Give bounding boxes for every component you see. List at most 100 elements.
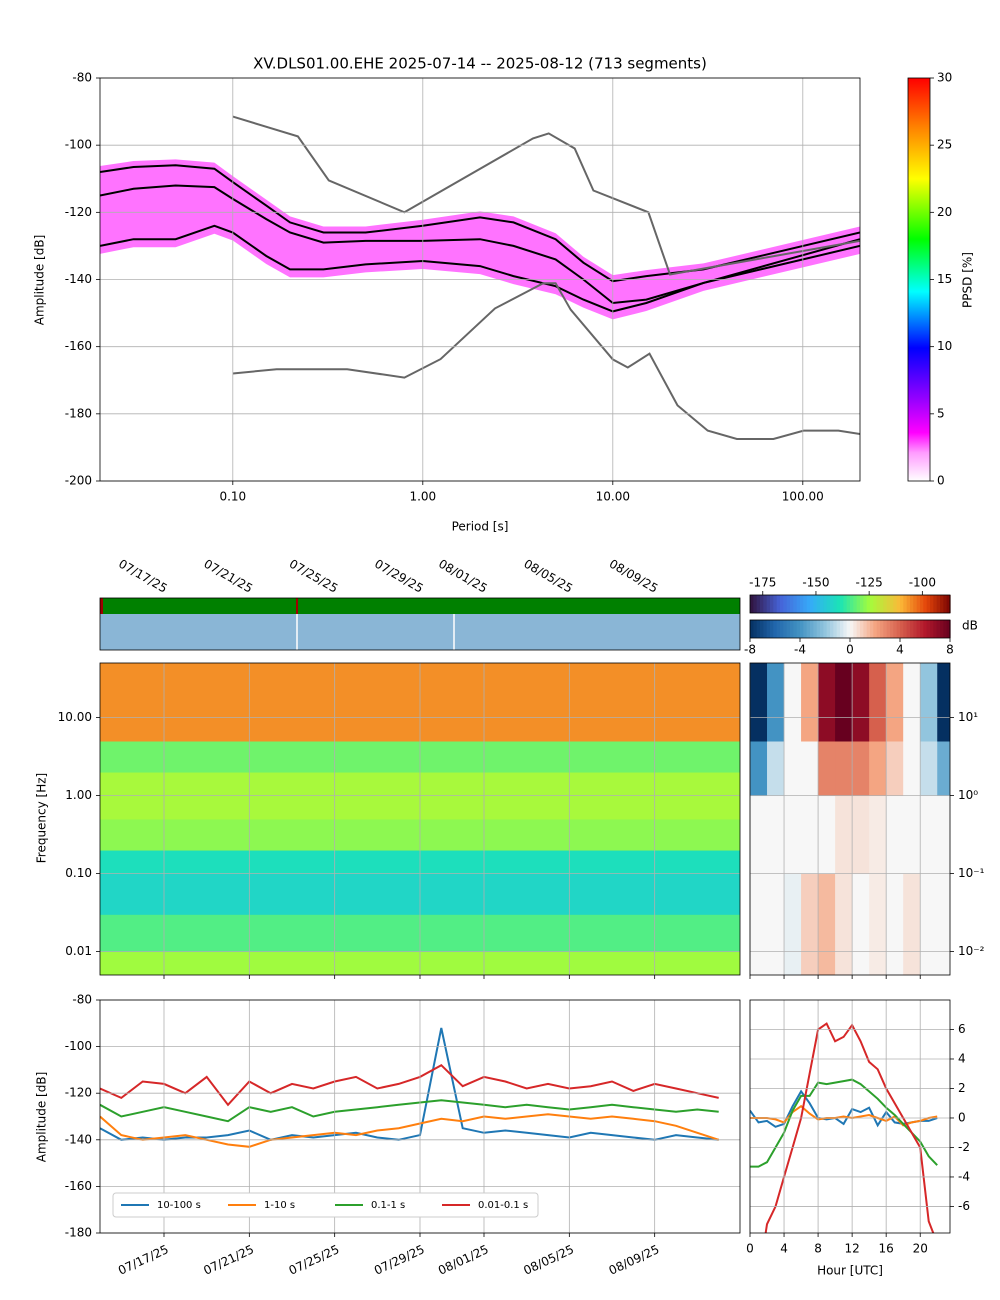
series-line — [232, 282, 860, 440]
colorbar-step — [880, 595, 884, 613]
plot-area — [100, 115, 860, 440]
colorbar-step — [830, 620, 834, 638]
y-tick-label: 1.00 — [65, 788, 92, 802]
y-tick-label: -180 — [65, 406, 92, 420]
colorbar — [908, 78, 930, 481]
series-line — [100, 224, 860, 313]
colorbar-step — [800, 595, 804, 613]
colorbar-step — [810, 595, 814, 613]
colorbar-step — [896, 595, 901, 613]
heatmap-cell — [835, 741, 853, 797]
heatmap-cell — [852, 741, 870, 797]
strip-date-label: 07/25/25 — [287, 557, 341, 596]
heatmap-cell — [852, 795, 870, 875]
colorbar-step — [853, 595, 858, 613]
colorbar-tick-label: 5 — [937, 406, 945, 420]
colorbar-step — [780, 595, 784, 613]
colorbar-step — [863, 620, 868, 638]
y-tick-label: -4 — [958, 1169, 970, 1183]
colorbar-step — [830, 595, 834, 613]
series-line — [100, 164, 860, 283]
colorbar-tick-label: 4 — [896, 643, 904, 657]
x-tick-label: 4 — [780, 1242, 788, 1256]
heatmap-cell — [767, 795, 785, 875]
x-tick-label: 08/01/25 — [436, 1242, 491, 1277]
y-tick-label: -6 — [958, 1199, 970, 1213]
colorbar-step — [913, 620, 918, 638]
heatmap-cell — [750, 663, 768, 742]
colorbar-step — [916, 595, 921, 613]
colorbar-step — [810, 620, 814, 638]
gap-marker — [296, 598, 298, 614]
series-line — [100, 1063, 719, 1107]
colorbar-step — [776, 595, 781, 613]
heatmap-cell — [801, 741, 819, 797]
colorbar-step — [853, 620, 858, 638]
heatmap-cell — [937, 741, 950, 797]
coverage-bar — [100, 614, 740, 650]
colorbar-step — [930, 595, 934, 613]
colorbar-step — [820, 595, 824, 613]
colorbar-step — [833, 595, 838, 613]
colorbar-step — [876, 595, 881, 613]
y-tick-label: -160 — [65, 1179, 92, 1193]
colorbar-step — [866, 595, 871, 613]
colorbar-step — [756, 595, 761, 613]
heatmap-cell — [818, 873, 836, 975]
colorbar-tick-label: 0 — [937, 474, 945, 488]
series-line — [100, 1099, 719, 1123]
series-line — [100, 1113, 720, 1148]
x-tick-label: 08/09/25 — [607, 1242, 662, 1277]
colorbar-step — [860, 595, 864, 613]
colorbar-tick-label: 8 — [946, 643, 954, 657]
heatmap-cell — [886, 795, 904, 875]
series-line — [750, 1089, 938, 1128]
colorbar-step — [940, 595, 944, 613]
colorbar-step — [860, 620, 864, 638]
colorbar-step — [866, 620, 871, 638]
colorbar-step — [883, 595, 888, 613]
y-tick-label: 6 — [958, 1022, 966, 1036]
heatmap-cell — [784, 663, 802, 742]
heatmap-cell — [767, 741, 785, 797]
colorbar-step — [823, 595, 828, 613]
plot-area — [750, 663, 950, 975]
series-line — [232, 115, 860, 276]
y-tick-label: -120 — [65, 205, 92, 219]
colorbar-step — [930, 620, 934, 638]
heatmap-cell — [903, 873, 921, 975]
legend: 10-100 s 1-10 s 0.1-1 s 0.01-0.1 s — [112, 1192, 539, 1218]
heatmap-cell — [784, 795, 802, 875]
heatmap-cell — [903, 663, 921, 742]
colorbar-step — [943, 620, 948, 638]
colorbar-label: PPSD [%] — [961, 252, 975, 308]
colorbar-step — [813, 595, 818, 613]
colorbar-step — [926, 595, 931, 613]
colorbar-step — [786, 595, 791, 613]
x-axis-label: Hour [UTC] — [817, 1264, 883, 1278]
colorbar-step — [753, 595, 758, 613]
x-tick-label: 16 — [879, 1242, 894, 1256]
legend-label: 10-100 s — [157, 1200, 201, 1211]
colorbar-step — [850, 595, 854, 613]
colorbar-step — [783, 595, 788, 613]
heatmap-cell — [903, 741, 921, 797]
colorbar-step — [783, 620, 788, 638]
colorbar-tick-label: -100 — [909, 576, 936, 590]
colorbar-step — [753, 620, 758, 638]
colorbar-step — [910, 595, 914, 613]
colorbar-tick-label: 15 — [937, 272, 952, 286]
colorbar-tick-label: 30 — [937, 71, 952, 85]
colorbar-frame — [749, 594, 951, 614]
colorbar-step — [836, 595, 841, 613]
colorbar-step — [840, 595, 844, 613]
strip-date-label: 08/05/25 — [521, 557, 575, 596]
colorbar-tick-label: 0 — [846, 643, 854, 657]
heatmap-cell — [920, 795, 938, 875]
colorbar-step — [886, 620, 891, 638]
series-line — [100, 1027, 719, 1141]
x-axis-label: Period [s] — [452, 520, 509, 534]
colorbar-step — [870, 595, 874, 613]
colorbar-tick-label: -8 — [744, 643, 756, 657]
y-tick-label: -100 — [65, 1039, 92, 1053]
